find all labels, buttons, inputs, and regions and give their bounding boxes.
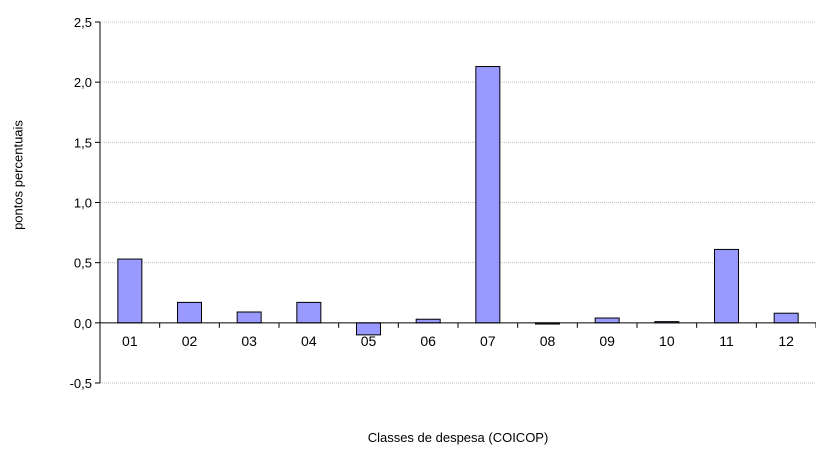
y-axis-title-box: pontos percentuais — [6, 100, 30, 250]
bar-01 — [117, 258, 143, 324]
y-tick-label: 1,0 — [74, 196, 92, 211]
bar-12 — [773, 312, 799, 324]
x-tick-label-10: 10 — [659, 333, 675, 349]
x-tick-label-08: 08 — [540, 333, 556, 349]
x-tick-label-12: 12 — [778, 333, 794, 349]
y-tick-label: -0,5 — [70, 376, 92, 391]
y-axis-title: pontos percentuais — [10, 120, 26, 230]
x-tick-label-11: 11 — [719, 333, 734, 349]
bar-07 — [475, 66, 501, 324]
x-tick-label-02: 02 — [182, 333, 198, 349]
y-tick-label: 0,0 — [74, 316, 92, 331]
x-tick-label-07: 07 — [480, 333, 496, 349]
bar-09 — [594, 317, 620, 324]
bar-03 — [236, 311, 262, 324]
y-tick-label: 1,5 — [74, 135, 92, 150]
bar-06 — [415, 318, 441, 324]
x-tick-label-01: 01 — [122, 333, 138, 349]
x-tick-label-06: 06 — [420, 333, 436, 349]
x-tick-label-09: 09 — [599, 333, 615, 349]
bar-04 — [296, 301, 322, 324]
y-tick-label: 2,5 — [74, 15, 92, 30]
y-tick-label: 0,5 — [74, 256, 92, 271]
y-tick-label: 2,0 — [74, 75, 92, 90]
bar-11 — [714, 248, 739, 324]
x-tick-label-04: 04 — [301, 333, 317, 349]
x-tick-label-03: 03 — [241, 333, 257, 349]
bar-02 — [177, 301, 202, 324]
x-tick-label-05: 05 — [361, 333, 377, 349]
x-axis-title: Classes de despesa (COICOP) — [367, 430, 549, 445]
